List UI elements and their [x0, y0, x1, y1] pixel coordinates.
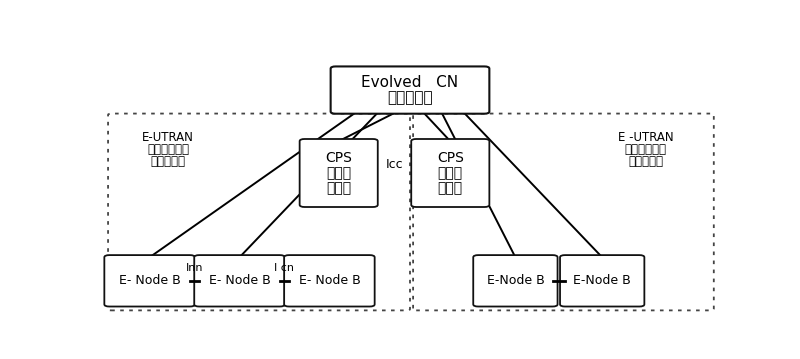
- FancyBboxPatch shape: [194, 255, 285, 307]
- Text: CPS: CPS: [437, 151, 464, 165]
- Text: E- Node B: E- Node B: [209, 274, 270, 287]
- Text: Icc: Icc: [386, 158, 403, 171]
- FancyBboxPatch shape: [474, 255, 558, 307]
- FancyBboxPatch shape: [300, 139, 378, 207]
- FancyBboxPatch shape: [330, 66, 490, 114]
- Text: E- Node B: E- Node B: [298, 274, 360, 287]
- FancyBboxPatch shape: [104, 255, 195, 307]
- Text: E-UTRAN: E-UTRAN: [142, 131, 194, 144]
- Text: 演进核心网: 演进核心网: [387, 90, 433, 105]
- FancyBboxPatch shape: [560, 255, 644, 307]
- Text: 服务器: 服务器: [326, 181, 351, 195]
- Text: E -UTRAN: E -UTRAN: [618, 131, 674, 144]
- Text: 控制面: 控制面: [326, 166, 351, 180]
- Text: 演进通用地面: 演进通用地面: [147, 143, 189, 156]
- Text: E- Node B: E- Node B: [118, 274, 181, 287]
- FancyBboxPatch shape: [284, 255, 374, 307]
- Text: Evolved   CN: Evolved CN: [362, 75, 458, 90]
- Text: E-Node B: E-Node B: [574, 274, 631, 287]
- Text: I cn: I cn: [274, 262, 294, 272]
- Text: E-Node B: E-Node B: [486, 274, 544, 287]
- Text: 无线接入网: 无线接入网: [628, 155, 663, 168]
- Text: 演进通用地面: 演进通用地面: [625, 143, 666, 156]
- Text: Inn: Inn: [186, 262, 203, 272]
- Text: 控制面: 控制面: [438, 166, 463, 180]
- Text: CPS: CPS: [326, 151, 352, 165]
- Text: 无线接入网: 无线接入网: [150, 155, 186, 168]
- Text: 服务器: 服务器: [438, 181, 463, 195]
- FancyBboxPatch shape: [411, 139, 490, 207]
